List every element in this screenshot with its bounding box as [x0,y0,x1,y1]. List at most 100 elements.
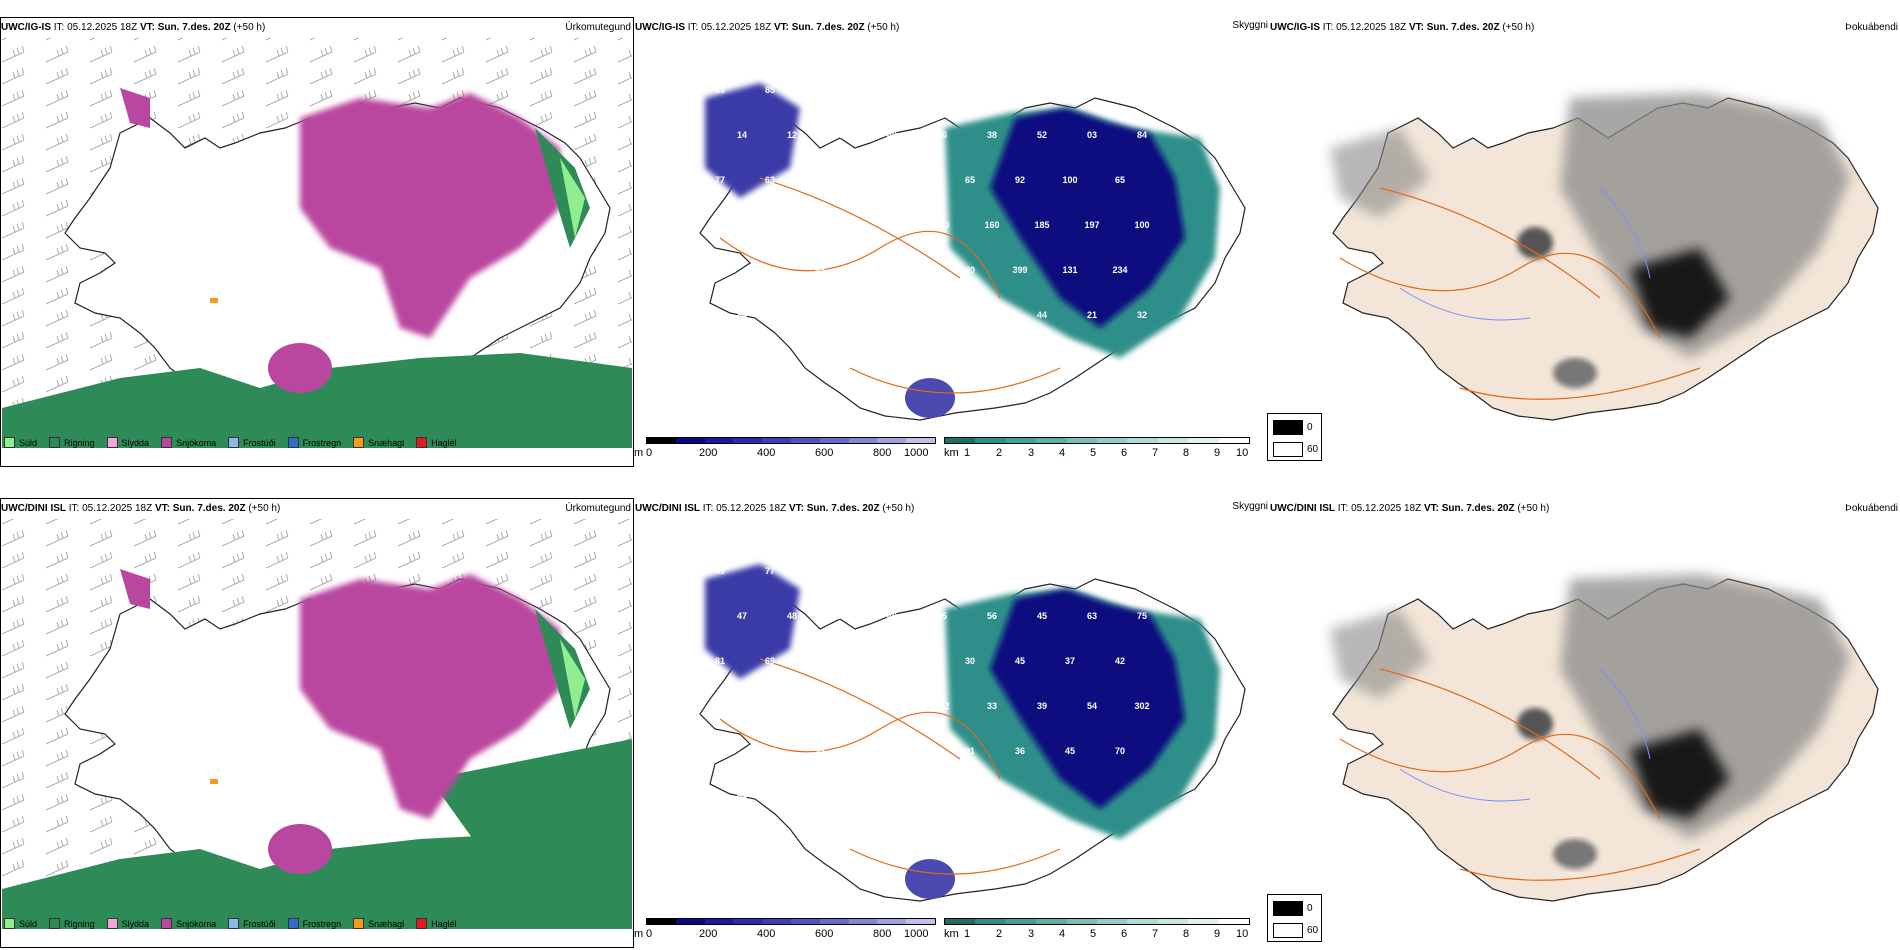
colorbar-tick: 200 [699,447,718,459]
legend-swatch [287,437,299,448]
panel-fog-index-row2: UWC/DINI ISL IT: 05.12.2025 18Z VT: Sun.… [1268,493,1900,948]
colorbar-tick: 8 [1183,447,1190,459]
legend-swatch [106,918,118,929]
colorbar-unit: km [944,447,959,459]
panel-field-name: Úrkomutegund [565,22,631,33]
fog-legend-row1: 0 60 [1267,413,1322,461]
colorbar-tick: 5 [1090,447,1097,459]
colorbar-gradient [944,918,1250,925]
panel-precip-type-row2: UWC/DINI ISL IT: 05.12.2025 18Z VT: Sun.… [0,493,635,948]
legend-swatch [287,918,299,929]
panel-field-name: Skyggni [1232,501,1268,512]
legend-item: Frostregn [287,918,341,929]
legend-swatch [106,437,118,448]
legend-item: Súld [4,918,37,929]
precip-map [0,17,634,467]
panel-title: UWC/DINI ISL IT: 05.12.2025 18Z VT: Sun.… [1,503,281,514]
colorbar-tick: 4 [1059,447,1066,459]
legend-swatch [416,437,428,448]
legend-item: Snjókoma [161,437,216,448]
colorbar-tick: 10 [1236,928,1249,940]
colorbar-tick: 3 [1028,447,1035,459]
cloud-top-colorbar-row1: km 1 2 3 4 5 6 7 8 9 10 [944,437,1254,461]
colorbar-tick: 1 [964,928,971,940]
legend-swatch [161,918,173,929]
colorbar-tick: 4 [1059,928,1066,940]
legend-swatch [416,918,428,929]
colorbar-tick: 400 [757,447,776,459]
fog-legend-label: 0 [1307,422,1313,433]
panel-title: UWC/DINI ISL IT: 05.12.2025 18Z VT: Sun.… [1270,503,1550,514]
legend-swatch [49,437,61,448]
panel-precip-type-row1: UWC/IG-IS IT: 05.12.2025 18Z VT: Sun. 7.… [0,12,635,467]
colorbar-unit: m [634,928,644,940]
legend-item: Slydda [106,918,149,929]
colorbar-tick: 7 [1152,447,1159,459]
legend-item: Frostúði [228,437,276,448]
colorbar-tick: 10 [1236,447,1249,459]
fog-legend-white [1273,923,1303,938]
legend-swatch [353,918,365,929]
panel-fog-index-row1: UWC/IG-IS IT: 05.12.2025 18Z VT: Sun. 7.… [1268,12,1900,467]
colorbar-gradient [646,437,936,444]
legend-item: Frostregn [287,437,341,448]
panel-title: UWC/IG-IS IT: 05.12.2025 18Z VT: Sun. 7.… [1,22,266,33]
fog-legend-label: 60 [1307,925,1319,936]
legend-item: Snæhagl [353,437,404,448]
fog-legend-black [1273,420,1303,435]
panel-title: UWC/IG-IS IT: 05.12.2025 18Z VT: Sun. 7.… [635,22,900,33]
colorbar-gradient [944,437,1250,444]
legend-swatch [228,918,240,929]
fog-legend-label: 60 [1307,444,1319,455]
legend-swatch [4,437,15,448]
legend-swatch [228,437,240,448]
colorbar-tick: 600 [815,928,834,940]
colorbar-unit: km [944,928,959,940]
legend-item: Rigning [49,918,95,929]
cloud-top-colorbar-row2: km 1 2 3 4 5 6 7 8 9 10 [944,918,1254,942]
legend-swatch [4,918,15,929]
colorbar-tick: 1000 [904,928,929,940]
colorbar-tick: 2 [996,928,1003,940]
colorbar-tick: 7 [1152,928,1159,940]
fog-legend-row2: 0 60 [1267,894,1322,942]
panel-visibility-row1: UWC/IG-IS IT: 05.12.2025 18Z VT: Sun. 7.… [635,12,1270,467]
colorbar-tick: 200 [699,928,718,940]
colorbar-unit: m [634,447,644,459]
fog-legend-label: 0 [1307,903,1313,914]
legend-item: Rigning [49,437,95,448]
cloud-base-colorbar-row1: m 0 200 400 600 800 1000 [634,437,939,461]
colorbar-tick: 400 [757,928,776,940]
panel-title: UWC/IG-IS IT: 05.12.2025 18Z VT: Sun. 7.… [1270,22,1535,33]
precip-legend-row1: Súld Rigning Slydda Snjókoma Frostúði Fr… [4,437,457,448]
colorbar-tick: 1000 [904,447,929,459]
colorbar-tick: 3 [1028,928,1035,940]
colorbar-tick: 6 [1121,447,1128,459]
colorbar-tick: 9 [1214,447,1221,459]
legend-item: Slydda [106,437,149,448]
panel-field-name: Skyggni [1232,20,1268,31]
colorbar-tick: 1 [964,447,971,459]
fog-legend-black [1273,901,1303,916]
colorbar-tick: 8 [1183,928,1190,940]
precip-legend-row2: Súld Rigning Slydda Snjókoma Frostúði Fr… [4,918,457,929]
legend-swatch [353,437,365,448]
panel-field-name: Þokuábendi [1845,503,1898,514]
colorbar-tick: 9 [1214,928,1221,940]
colorbar-tick: 800 [873,447,892,459]
colorbar-tick: 2 [996,447,1003,459]
legend-swatch [161,437,173,448]
panel-title: UWC/DINI ISL IT: 05.12.2025 18Z VT: Sun.… [635,503,915,514]
colorbar-tick: 800 [873,928,892,940]
colorbar-tick: 0 [646,928,653,940]
legend-item: Haglél [416,918,457,929]
legend-item: Snæhagl [353,918,404,929]
colorbar-tick: 5 [1090,928,1097,940]
legend-item: Frostúði [228,918,276,929]
panel-field-name: Úrkomutegund [565,503,631,514]
panel-field-name: Þokuábendi [1845,22,1898,33]
precip-map [0,498,634,948]
colorbar-tick: 0 [646,447,653,459]
colorbar-tick: 600 [815,447,834,459]
cloud-base-colorbar-row2: m 0 200 400 600 800 1000 [634,918,939,942]
